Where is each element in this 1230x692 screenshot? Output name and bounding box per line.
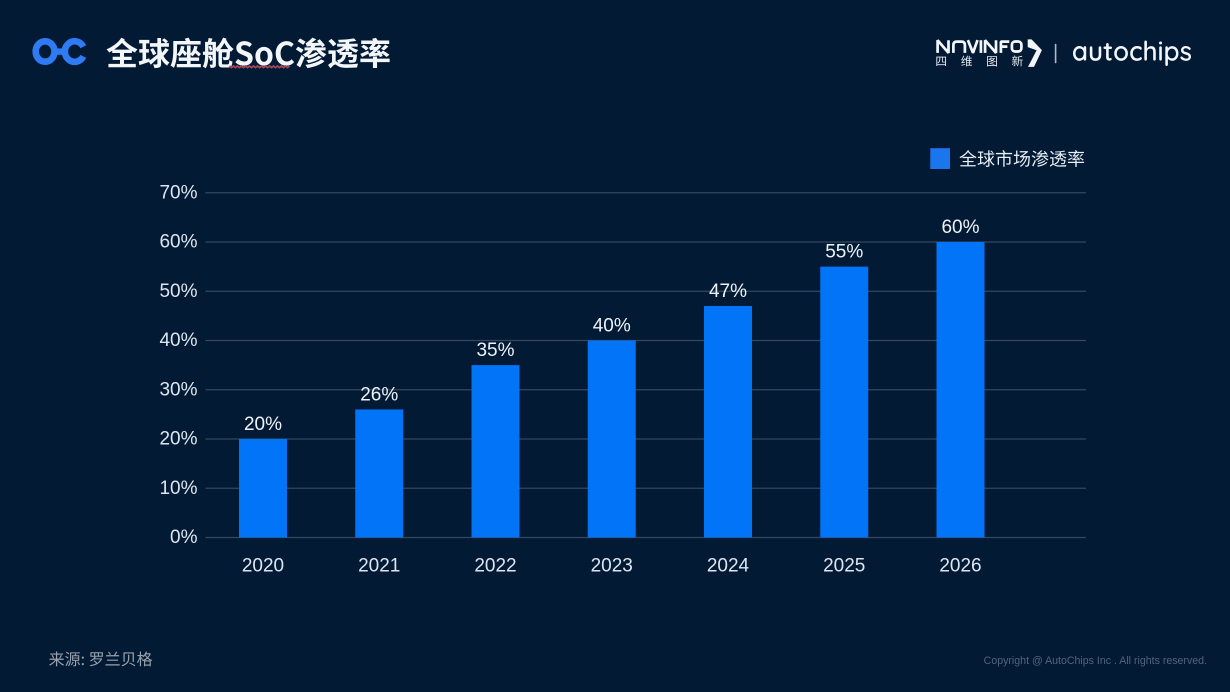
- svg-text:2021: 2021: [358, 555, 400, 576]
- svg-text:26%: 26%: [360, 384, 398, 405]
- svg-text:55%: 55%: [825, 241, 863, 262]
- svg-text:20%: 20%: [159, 429, 197, 450]
- svg-text:2024: 2024: [707, 555, 750, 576]
- svg-text:30%: 30%: [159, 379, 197, 400]
- svg-text:0%: 0%: [170, 527, 198, 548]
- svg-text:70%: 70%: [159, 182, 197, 203]
- svg-text:2020: 2020: [242, 555, 284, 576]
- svg-text:20%: 20%: [244, 414, 282, 435]
- svg-text:10%: 10%: [159, 478, 197, 499]
- svg-text:2026: 2026: [939, 555, 981, 576]
- svg-text:2023: 2023: [591, 555, 633, 576]
- svg-text:47%: 47%: [709, 281, 747, 302]
- svg-text:40%: 40%: [593, 315, 631, 336]
- svg-text:50%: 50%: [159, 281, 197, 302]
- svg-text:35%: 35%: [476, 340, 514, 361]
- svg-text:2025: 2025: [823, 555, 865, 576]
- svg-text:60%: 60%: [941, 217, 979, 238]
- svg-text:60%: 60%: [159, 232, 197, 253]
- svg-text:2022: 2022: [474, 555, 516, 576]
- svg-text:40%: 40%: [159, 330, 197, 351]
- svg-text:Copyright @ AutoChips Inc . Al: Copyright @ AutoChips Inc . All rights r…: [984, 655, 1207, 667]
